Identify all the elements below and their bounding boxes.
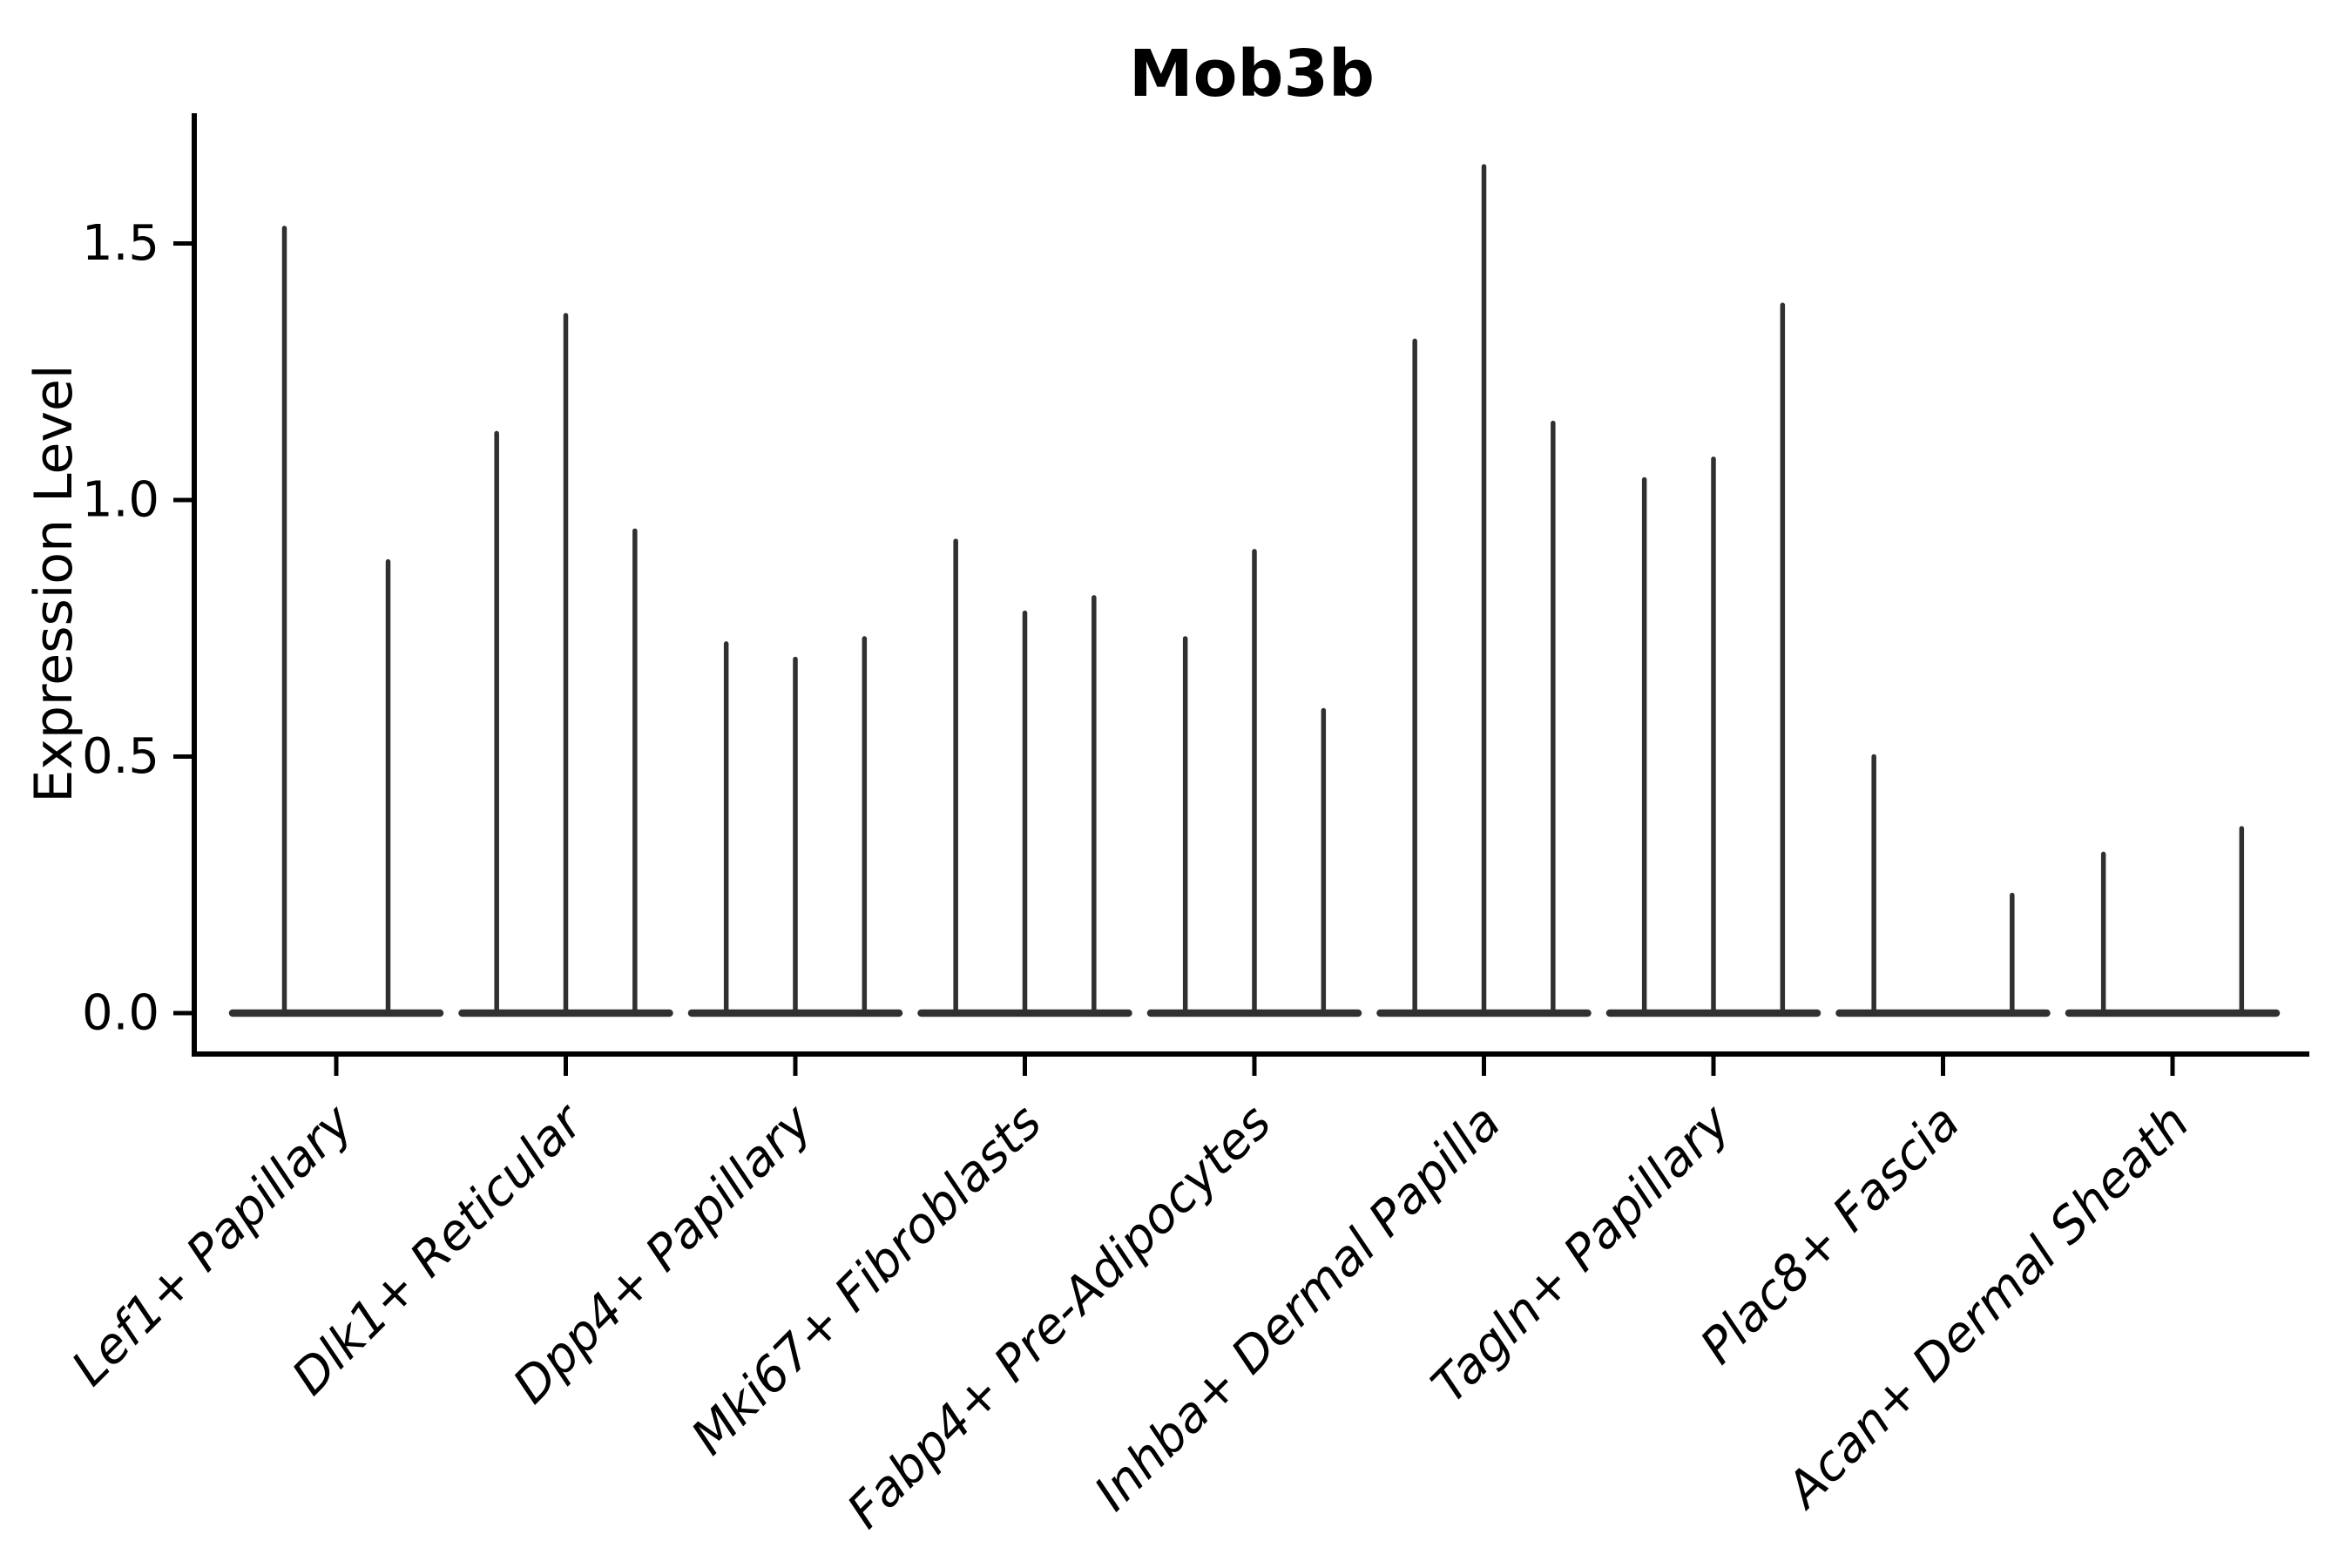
x-tick-label: Fabp4+ Pre-Adipocytes xyxy=(837,1094,1282,1539)
y-tick-label: 1.5 xyxy=(82,215,159,272)
chart-title: Mob3b xyxy=(1129,37,1375,112)
y-tick-label: 0.0 xyxy=(82,985,159,1042)
y-axis-label: Expression Level xyxy=(24,364,84,802)
y-tick-label: 1.0 xyxy=(82,472,159,529)
x-tick-label: Acan+ Dermal Sheath xyxy=(1774,1094,2200,1520)
x-tick-label: Inhba+ Dermal Papilla xyxy=(1084,1094,1511,1522)
y-tick-label: 0.5 xyxy=(82,728,159,785)
